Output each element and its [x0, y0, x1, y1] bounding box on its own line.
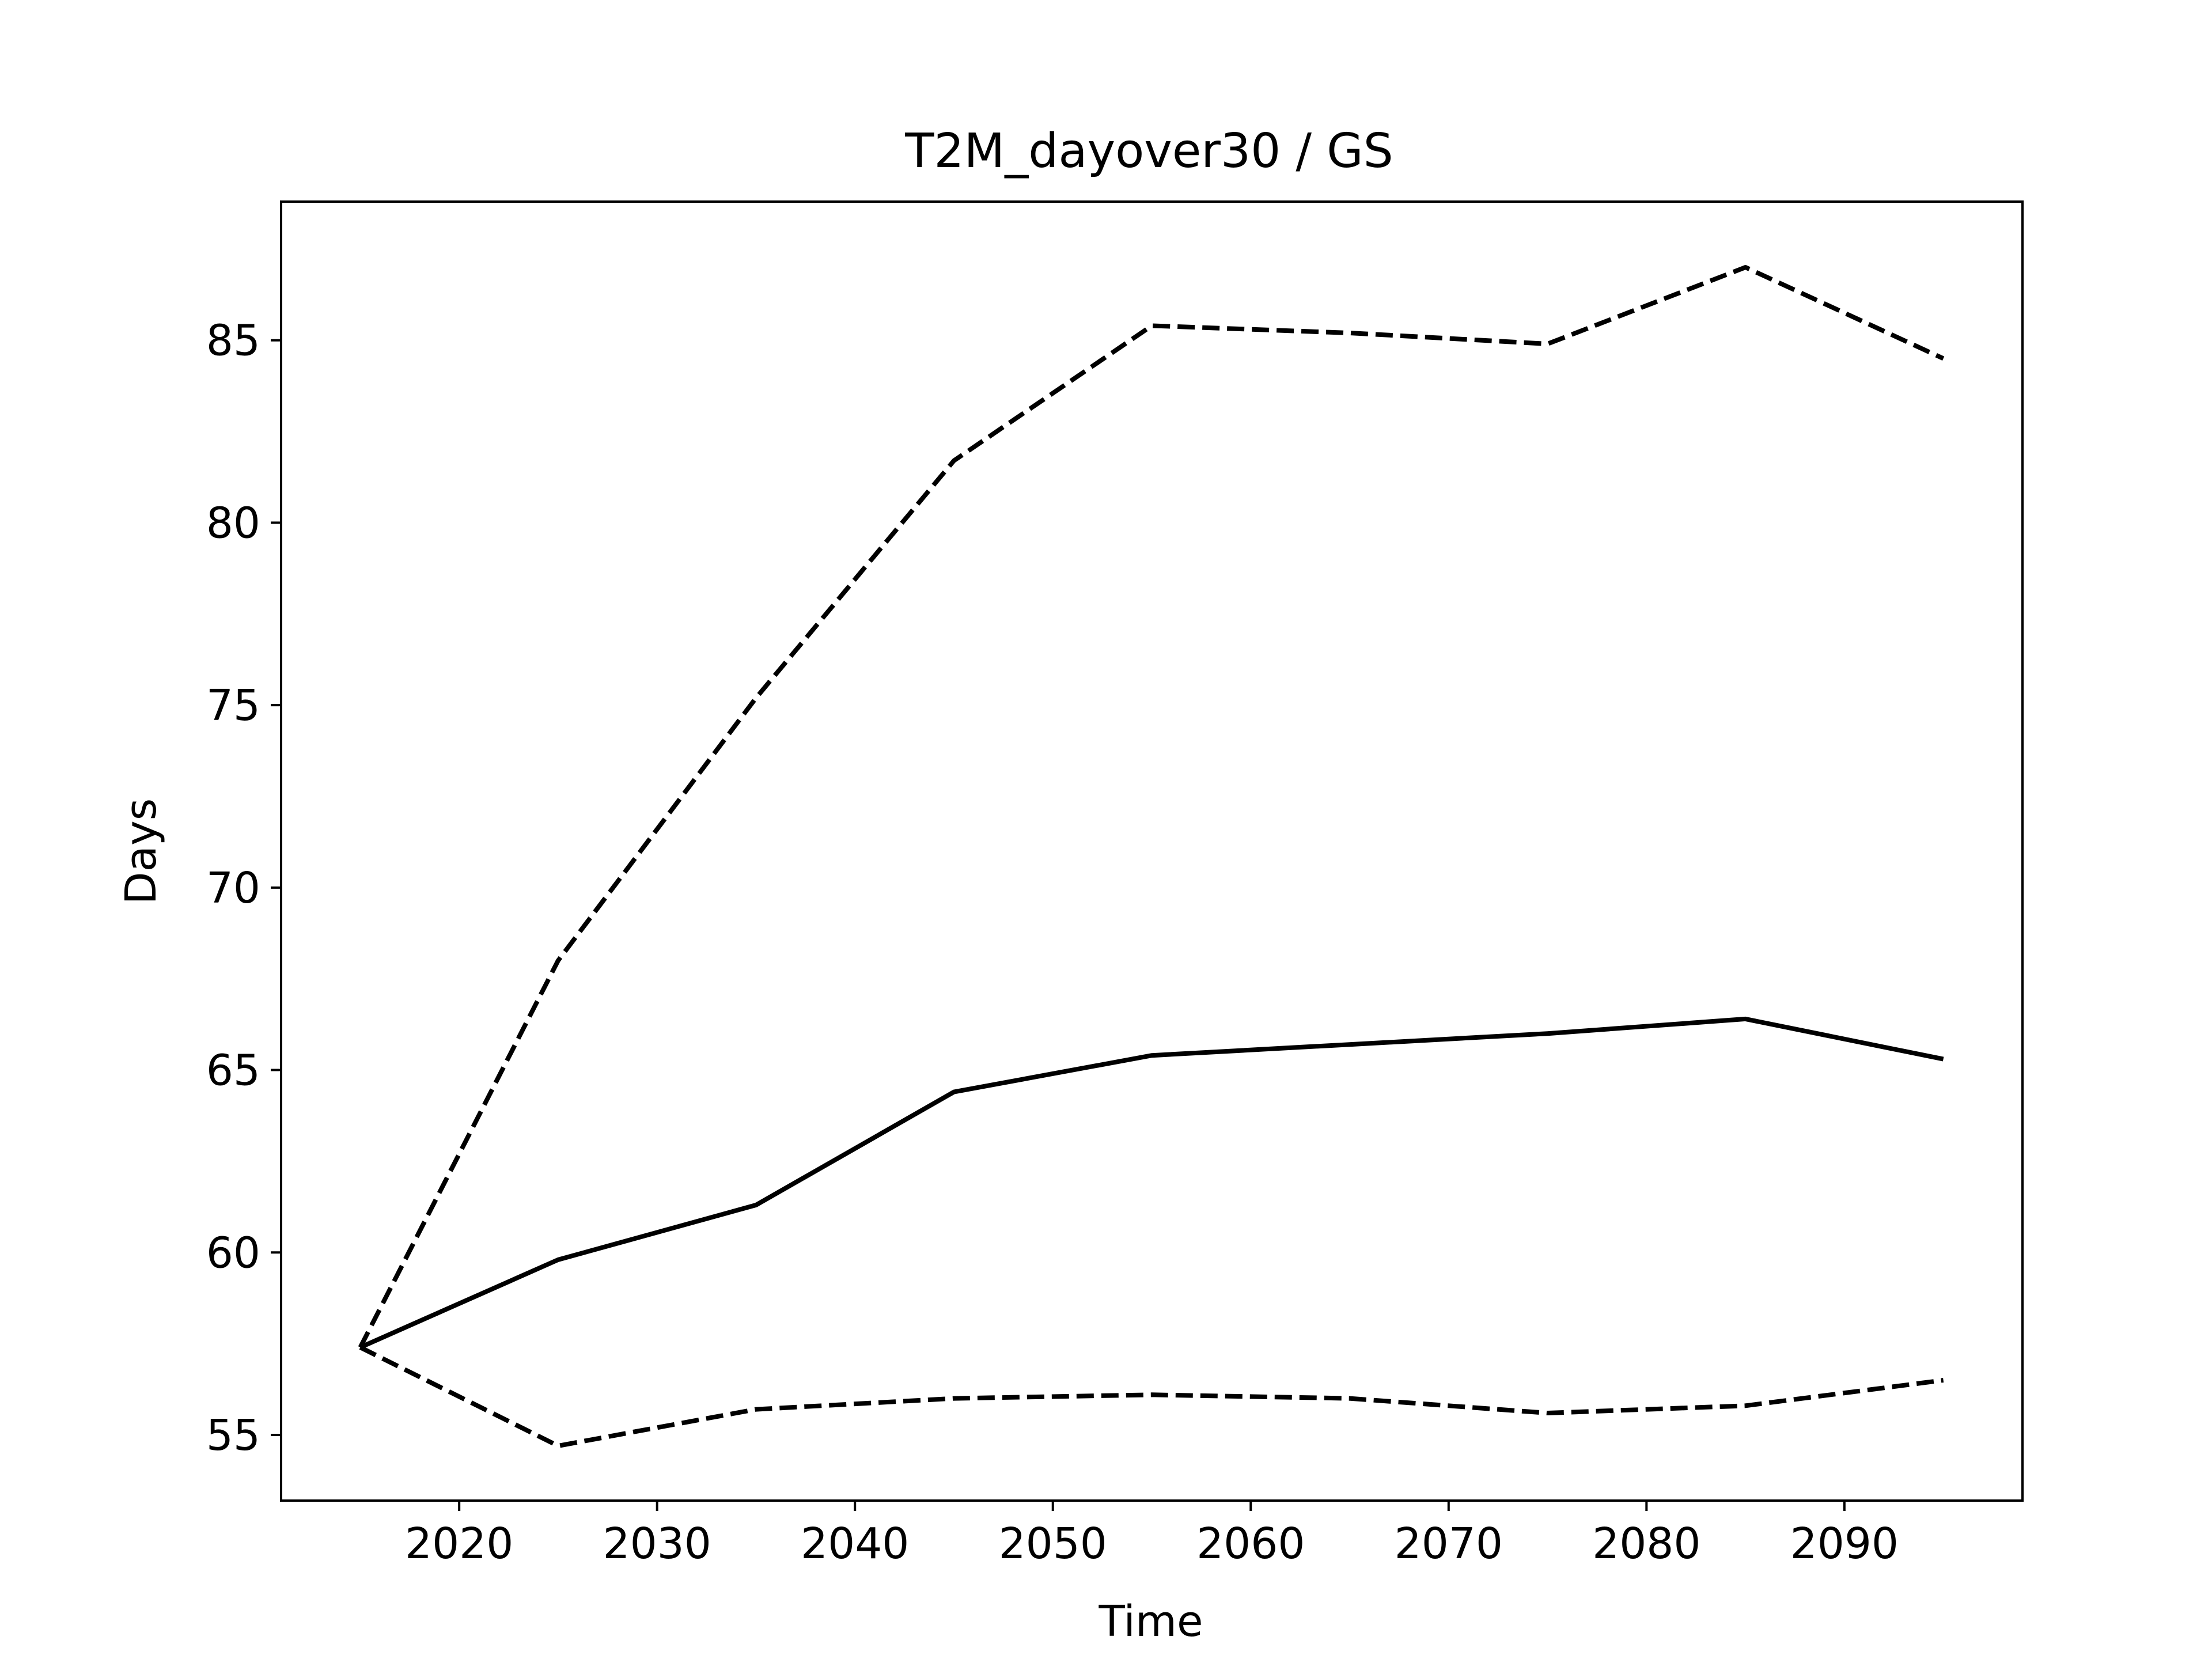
x-tick-label: 2060: [1196, 1519, 1305, 1569]
y-tick-label: 60: [206, 1228, 260, 1278]
x-tick-label: 2050: [999, 1519, 1107, 1569]
y-tick-label: 75: [206, 681, 260, 730]
x-axis: 2020 2030 2040 2050 2060 2070 2080 2090: [405, 1501, 1899, 1569]
y-tick-label: 80: [206, 498, 260, 548]
dashed-series-line-1: [358, 265, 1945, 1349]
x-tick-label: 2070: [1395, 1519, 1503, 1569]
plot-frame: [280, 200, 2024, 1502]
x-tick-label: 2020: [405, 1519, 513, 1569]
y-axis-label: Days: [116, 798, 166, 905]
solid-series-line-2: [359, 1016, 1944, 1350]
dashed-series-line-3: [359, 1345, 1944, 1448]
x-axis-label: Time: [1098, 1597, 1203, 1646]
x-tick-label: 2090: [1790, 1519, 1899, 1569]
y-axis: 55 60 65 70 75 80 85: [206, 316, 281, 1460]
y-tick-label: 65: [206, 1046, 260, 1096]
y-tick-label: 55: [206, 1411, 260, 1460]
chart-title: T2M_dayover30 / GS: [904, 124, 1393, 179]
x-tick-label: 2040: [801, 1519, 909, 1569]
x-tick-label: 2030: [603, 1519, 711, 1569]
y-tick-label: 70: [206, 863, 260, 913]
y-tick-label: 85: [206, 316, 260, 366]
x-tick-label: 2080: [1592, 1519, 1700, 1569]
series-layer: [358, 265, 1945, 1448]
